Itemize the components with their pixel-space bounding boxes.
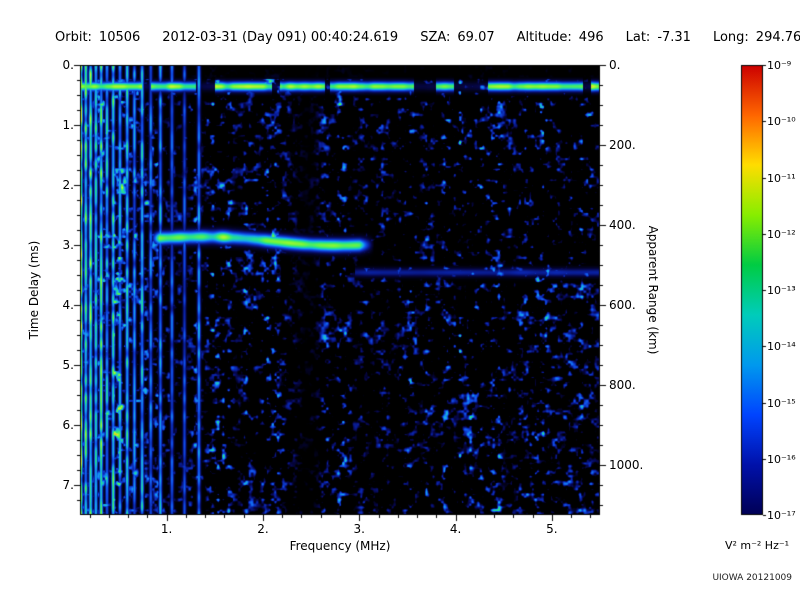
- header-field-label: Orbit:: [55, 30, 92, 45]
- colorbar-tick-label: 10⁻¹⁵: [767, 396, 796, 410]
- header-field: 2012-03-31 (Day 091) 00:40:24.619: [162, 30, 398, 45]
- header-field-value: 294.76: [755, 30, 800, 45]
- header-field-value: -7.31: [657, 30, 691, 45]
- y-tick-label: 3.: [62, 238, 74, 252]
- range-tick-label: 0.: [609, 58, 621, 72]
- header-field: Orbit: 10506: [55, 30, 140, 45]
- credit-label: UIOWA 20121009: [712, 573, 792, 583]
- header-field-value: 69.07: [457, 30, 495, 45]
- colorbar-tick-label: 10⁻¹⁰: [767, 115, 796, 129]
- y-axis-title-left: Time Delay (ms): [27, 240, 41, 340]
- y-tick-label: 7.: [62, 478, 74, 492]
- y-tick-label: 2.: [62, 178, 74, 192]
- header-field-value: 496: [578, 30, 604, 45]
- colorbar-tick-label: 10⁻¹⁷: [767, 509, 796, 522]
- y-tick-label: 5.: [62, 358, 74, 372]
- colorbar-tick-label: 10⁻¹¹: [767, 171, 796, 185]
- x-tick-label: 4.: [449, 522, 462, 536]
- x-axis-title: Frequency (MHz): [289, 539, 391, 553]
- colorbar-tick-label: 10⁻¹⁶: [767, 452, 796, 466]
- header-field-value: 10506: [98, 30, 141, 45]
- colorbar-tick-label: 10⁻¹³: [767, 284, 796, 297]
- x-tick-label: 3.: [353, 522, 365, 536]
- header-field: SZA: 69.07: [420, 30, 494, 45]
- colorbar-tick-label: 10⁻⁹: [767, 59, 792, 72]
- y-tick-label: 1.: [62, 118, 74, 132]
- range-tick-label: 1000.: [609, 458, 644, 473]
- header-field-label: SZA:: [420, 30, 451, 45]
- range-tick-label: 400.: [609, 218, 636, 233]
- colorbar-tick-label: 10⁻¹²: [767, 227, 796, 241]
- y-tick-label: 6.: [62, 418, 74, 432]
- y-tick-label: 0.: [62, 58, 74, 72]
- range-tick-label: 200.: [609, 138, 636, 153]
- y-tick-label: 4.: [62, 298, 74, 312]
- header-field-label: Long:: [712, 30, 749, 45]
- colorbar-tick-label: 10⁻¹⁴: [767, 340, 796, 354]
- header-field-label: Altitude:: [516, 30, 572, 45]
- range-tick-label: 800.: [609, 378, 636, 393]
- header-field-label: Lat:: [625, 30, 651, 45]
- header-field-value: 2012-03-31 (Day 091) 00:40:24.619: [162, 30, 399, 45]
- header-info-line: Orbit: 10506 2012-03-31 (Day 091) 00:40:24…: [55, 30, 800, 45]
- header-field: Long: 294.76: [713, 30, 800, 45]
- colorbar-unit-label: V² m⁻² Hz⁻¹: [724, 539, 790, 552]
- x-tick-label: 1.: [160, 522, 173, 536]
- x-tick-label: 2.: [257, 522, 269, 536]
- y-axis-title-right: Apparent Range (km): [646, 225, 660, 355]
- range-tick-label: 600.: [609, 298, 636, 313]
- header-field: Altitude: 496: [517, 30, 604, 45]
- x-tick-label: 5.: [546, 522, 558, 536]
- header-field: Lat: -7.31: [626, 30, 691, 45]
